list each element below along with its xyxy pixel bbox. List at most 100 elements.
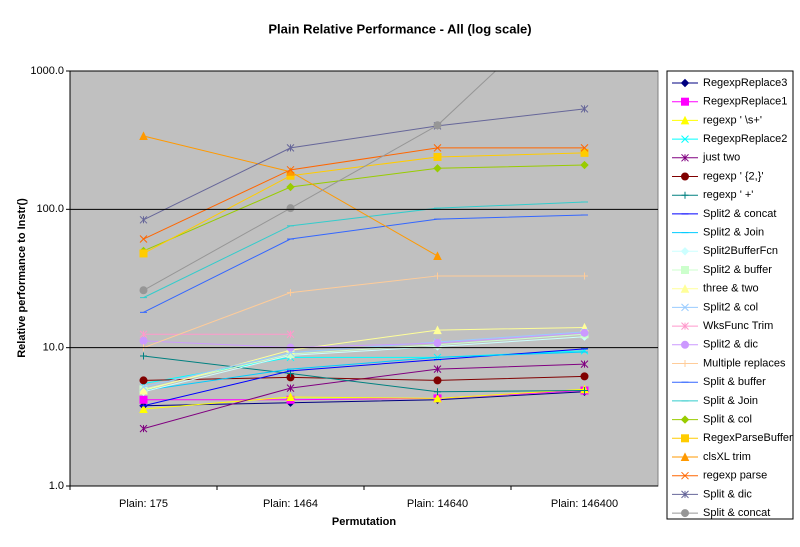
marker — [139, 404, 148, 414]
series-line — [143, 214, 585, 313]
marker — [139, 235, 148, 243]
marker — [433, 144, 442, 152]
legend-marker — [680, 247, 690, 256]
marker — [433, 325, 442, 335]
marker — [140, 352, 147, 360]
marker — [580, 105, 589, 113]
legend-label: three & two — [703, 283, 759, 295]
plot-area — [69, 70, 659, 487]
legend-label: Split2 & buffer — [703, 264, 772, 276]
marker — [139, 395, 148, 404]
y-tick-label: 1.0 — [49, 480, 64, 492]
legend-marker — [681, 322, 689, 330]
marker — [139, 383, 148, 391]
marker — [434, 388, 441, 396]
legend-marker — [680, 284, 690, 293]
marker — [580, 160, 589, 170]
legend-label: regexp ' +' — [703, 189, 753, 201]
marker — [287, 289, 294, 297]
legend-marker — [681, 135, 689, 143]
legend-label: Multiple replaces — [703, 357, 786, 369]
marker — [139, 330, 148, 339]
legend-label: regexp ' {2,}' — [703, 170, 763, 182]
legend — [666, 70, 794, 520]
series-line — [143, 355, 585, 393]
marker — [139, 336, 148, 345]
marker — [433, 121, 442, 130]
legend-marker — [680, 452, 690, 461]
series-line — [143, 147, 585, 240]
marker — [139, 286, 148, 295]
series-line — [143, 108, 585, 221]
y-axis-title: Relative performance to Instr() — [16, 198, 28, 358]
marker — [139, 385, 148, 395]
marker — [286, 392, 295, 401]
legend-marker — [681, 360, 689, 367]
series-line — [143, 164, 585, 252]
marker — [581, 272, 588, 280]
legend-label: RegexpReplace1 — [703, 96, 787, 108]
series-line — [143, 333, 585, 390]
marker — [434, 272, 441, 280]
legend-label: Split2 & col — [703, 301, 758, 313]
marker — [433, 152, 442, 161]
legend-label: Split & concat — [703, 507, 770, 519]
series-line — [143, 375, 585, 381]
marker — [580, 148, 589, 157]
legend-label: Split & col — [703, 414, 752, 426]
marker — [139, 131, 148, 140]
marker — [580, 372, 589, 381]
y-tick-label: 100.0 — [36, 203, 64, 215]
marker — [433, 164, 442, 173]
marker — [433, 365, 442, 373]
legend-marker — [680, 78, 690, 88]
marker — [286, 165, 295, 174]
legend-marker — [681, 509, 689, 518]
marker — [139, 215, 148, 224]
marker — [286, 182, 295, 192]
x-tick-label: Plain: 1464 — [263, 498, 318, 510]
marker — [433, 393, 442, 403]
x-tick-label: Plain: 146400 — [551, 498, 618, 510]
legend-label: RegexpReplace3 — [703, 77, 787, 89]
marker — [581, 387, 588, 395]
legend-label: Split2 & Join — [703, 227, 764, 239]
y-tick-label: 1000.0 — [30, 65, 64, 77]
legend-label: WksFunc Trim — [703, 320, 773, 332]
series-line — [143, 391, 585, 407]
marker — [580, 328, 589, 337]
series-line — [143, 336, 585, 393]
legend-label: regexp ' \s+' — [703, 114, 762, 126]
marker — [286, 204, 295, 213]
marker — [139, 376, 148, 385]
legend-label: Split2BufferFcn — [703, 245, 778, 257]
legend-label: clsXL trim — [703, 451, 751, 463]
legend-marker — [681, 490, 689, 499]
marker — [433, 376, 442, 385]
legend-label: Split & buffer — [703, 376, 766, 388]
series-line — [143, 71, 497, 291]
x-tick-label: Plain: 175 — [119, 498, 168, 510]
series-line — [143, 201, 585, 299]
series-line — [143, 351, 585, 392]
x-tick-label: Plain: 14640 — [407, 498, 468, 510]
x-axis-title: Permutation — [332, 516, 396, 528]
legend-marker — [680, 415, 690, 424]
chart-title: Plain Relative Performance - All (log sc… — [268, 21, 531, 36]
legend-marker — [681, 266, 689, 274]
legend-marker — [681, 153, 689, 162]
legend-label: just two — [702, 152, 740, 164]
legend-label: Split2 & concat — [703, 208, 776, 220]
legend-marker — [681, 191, 689, 199]
legend-label: Split2 & dic — [703, 339, 759, 351]
legend-marker — [681, 340, 689, 349]
series-line — [143, 390, 585, 401]
legend-marker — [680, 115, 690, 125]
marker — [139, 424, 148, 433]
legend-marker — [681, 172, 689, 181]
legend-label: RegexParseBuffer — [703, 432, 793, 444]
marker — [580, 144, 589, 152]
marker — [580, 360, 589, 369]
marker — [286, 144, 295, 152]
